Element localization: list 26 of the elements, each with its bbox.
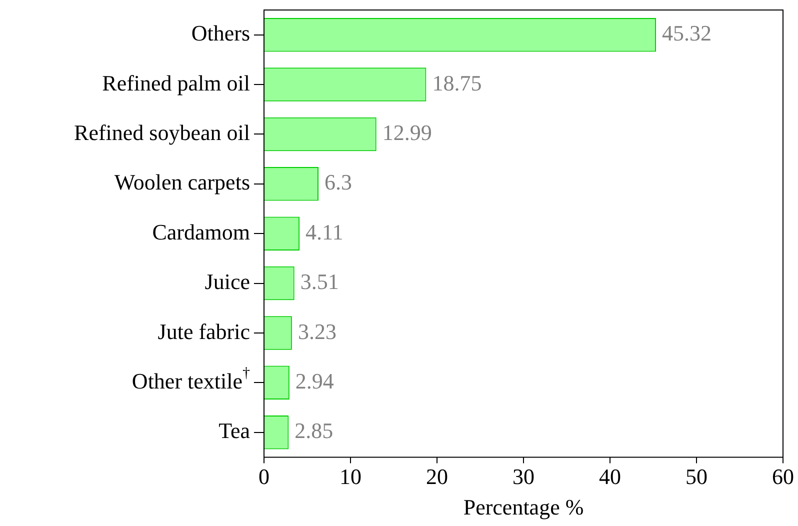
y-tick-label: Tea [218, 418, 250, 444]
y-tick-label: Others [191, 20, 250, 46]
y-tick-label: Jute fabric [158, 318, 250, 344]
data-label: 2.85 [294, 418, 334, 444]
y-tick-label: Cardamom [152, 219, 250, 244]
data-label: 3.23 [298, 318, 336, 344]
y-tick-label: Juice [204, 269, 250, 294]
y-tick-label: Refined palm oil [102, 70, 250, 96]
x-tick-label: 20 [426, 464, 448, 490]
data-label: 3.51 [300, 269, 339, 294]
data-label: 12.99 [382, 120, 432, 146]
y-tick-label: Woolen carpets [114, 170, 250, 195]
data-label: 4.11 [306, 219, 344, 244]
data-label: 2.94 [295, 368, 334, 394]
x-axis-title: Percentage % [463, 494, 584, 520]
data-label: 45.32 [662, 20, 712, 46]
x-tick-label: 0 [258, 464, 270, 490]
data-label: 6.3 [324, 170, 352, 195]
x-tick-label: 60 [772, 464, 794, 490]
y-tick-label: Other textile† [132, 366, 250, 394]
y-tick-label: Refined soybean oil [74, 120, 250, 146]
x-tick-label: 40 [599, 464, 621, 490]
data-label: 18.75 [432, 70, 482, 96]
x-tick-label: 30 [512, 464, 534, 490]
x-tick-label: 10 [340, 464, 362, 490]
x-tick-label: 50 [686, 464, 708, 490]
